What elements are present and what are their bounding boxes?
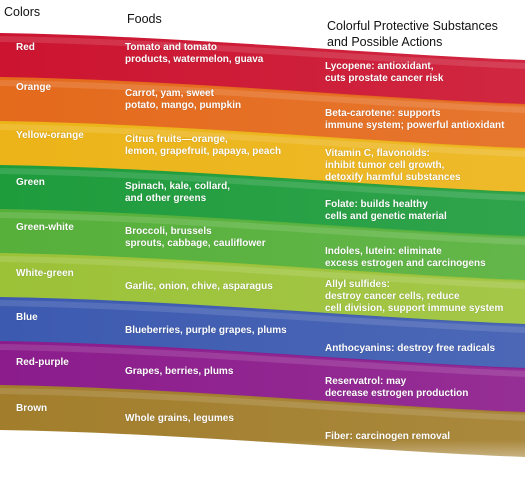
action-text: Anthocyanins: destroy free radicals — [325, 343, 496, 354]
color-name: Red-purple — [16, 357, 69, 368]
color-name: Red — [16, 42, 35, 53]
foods-text: Citrus fruits—orange, lemon, grapefruit,… — [125, 134, 282, 157]
action-text: Fiber: carcinogen removal — [325, 431, 451, 442]
bottom-fade — [0, 440, 525, 481]
foods-text: Whole grains, legumes — [125, 413, 234, 424]
action-text: Vitamin C, flavonoids: inhibit tumor cel… — [325, 148, 461, 183]
band-highlight — [0, 36, 525, 69]
action-text: Reservatrol: may decrease estrogen produ… — [325, 376, 469, 399]
band-highlight — [0, 300, 525, 333]
color-name: Green — [16, 177, 45, 188]
color-name: Brown — [16, 403, 48, 414]
band-highlight — [0, 80, 525, 113]
band-brown — [0, 385, 525, 457]
header-foods: Foods — [127, 12, 162, 26]
band-blue — [0, 297, 525, 369]
action-text: Indoles, lutein: eliminate excess estrog… — [325, 246, 486, 269]
foods-text: Blueberries, purple grapes, plums — [125, 325, 287, 336]
action-text: Folate: builds healthy cells and genetic… — [325, 199, 447, 222]
header-substances: Colorful Protective Substances and Possi… — [327, 19, 498, 49]
foods-text: Garlic, onion, chive, asparagus — [125, 281, 273, 292]
color-name: Orange — [16, 82, 52, 93]
foods-text: Carrot, yam, sweet potato, mango, pumpki… — [125, 88, 242, 111]
color-name: Yellow-orange — [16, 130, 84, 141]
action-text: Beta-carotene: supports immune system; p… — [325, 108, 505, 131]
foods-text: Broccoli, brussels sprouts, cabbage, cau… — [125, 226, 266, 249]
band-highlight — [0, 168, 525, 201]
color-name: Green-white — [16, 222, 74, 233]
band-white-green — [0, 253, 525, 325]
foods-text: Grapes, berries, plums — [125, 366, 234, 377]
band-yellow-orange — [0, 121, 525, 193]
band-highlight — [0, 388, 525, 421]
foods-text: Tomato and tomato products, watermelon, … — [125, 42, 264, 65]
action-text: Lycopene: antioxidant, cuts prostate can… — [325, 61, 444, 84]
band-highlight — [0, 124, 525, 157]
band-green — [0, 165, 525, 237]
band-red — [0, 33, 525, 105]
header-colors: Colors — [4, 5, 41, 19]
foods-text: Spinach, kale, collard, and other greens — [125, 181, 231, 204]
band-highlight — [0, 212, 525, 245]
band-orange — [0, 77, 525, 149]
action-text: Allyl sulfides: destroy cancer cells, re… — [325, 279, 504, 314]
band-green-white — [0, 209, 525, 281]
color-name: Blue — [16, 312, 38, 323]
band-highlight — [0, 344, 525, 377]
band-red-purple — [0, 341, 525, 413]
color-name: White-green — [16, 268, 74, 279]
band-highlight — [0, 256, 525, 289]
